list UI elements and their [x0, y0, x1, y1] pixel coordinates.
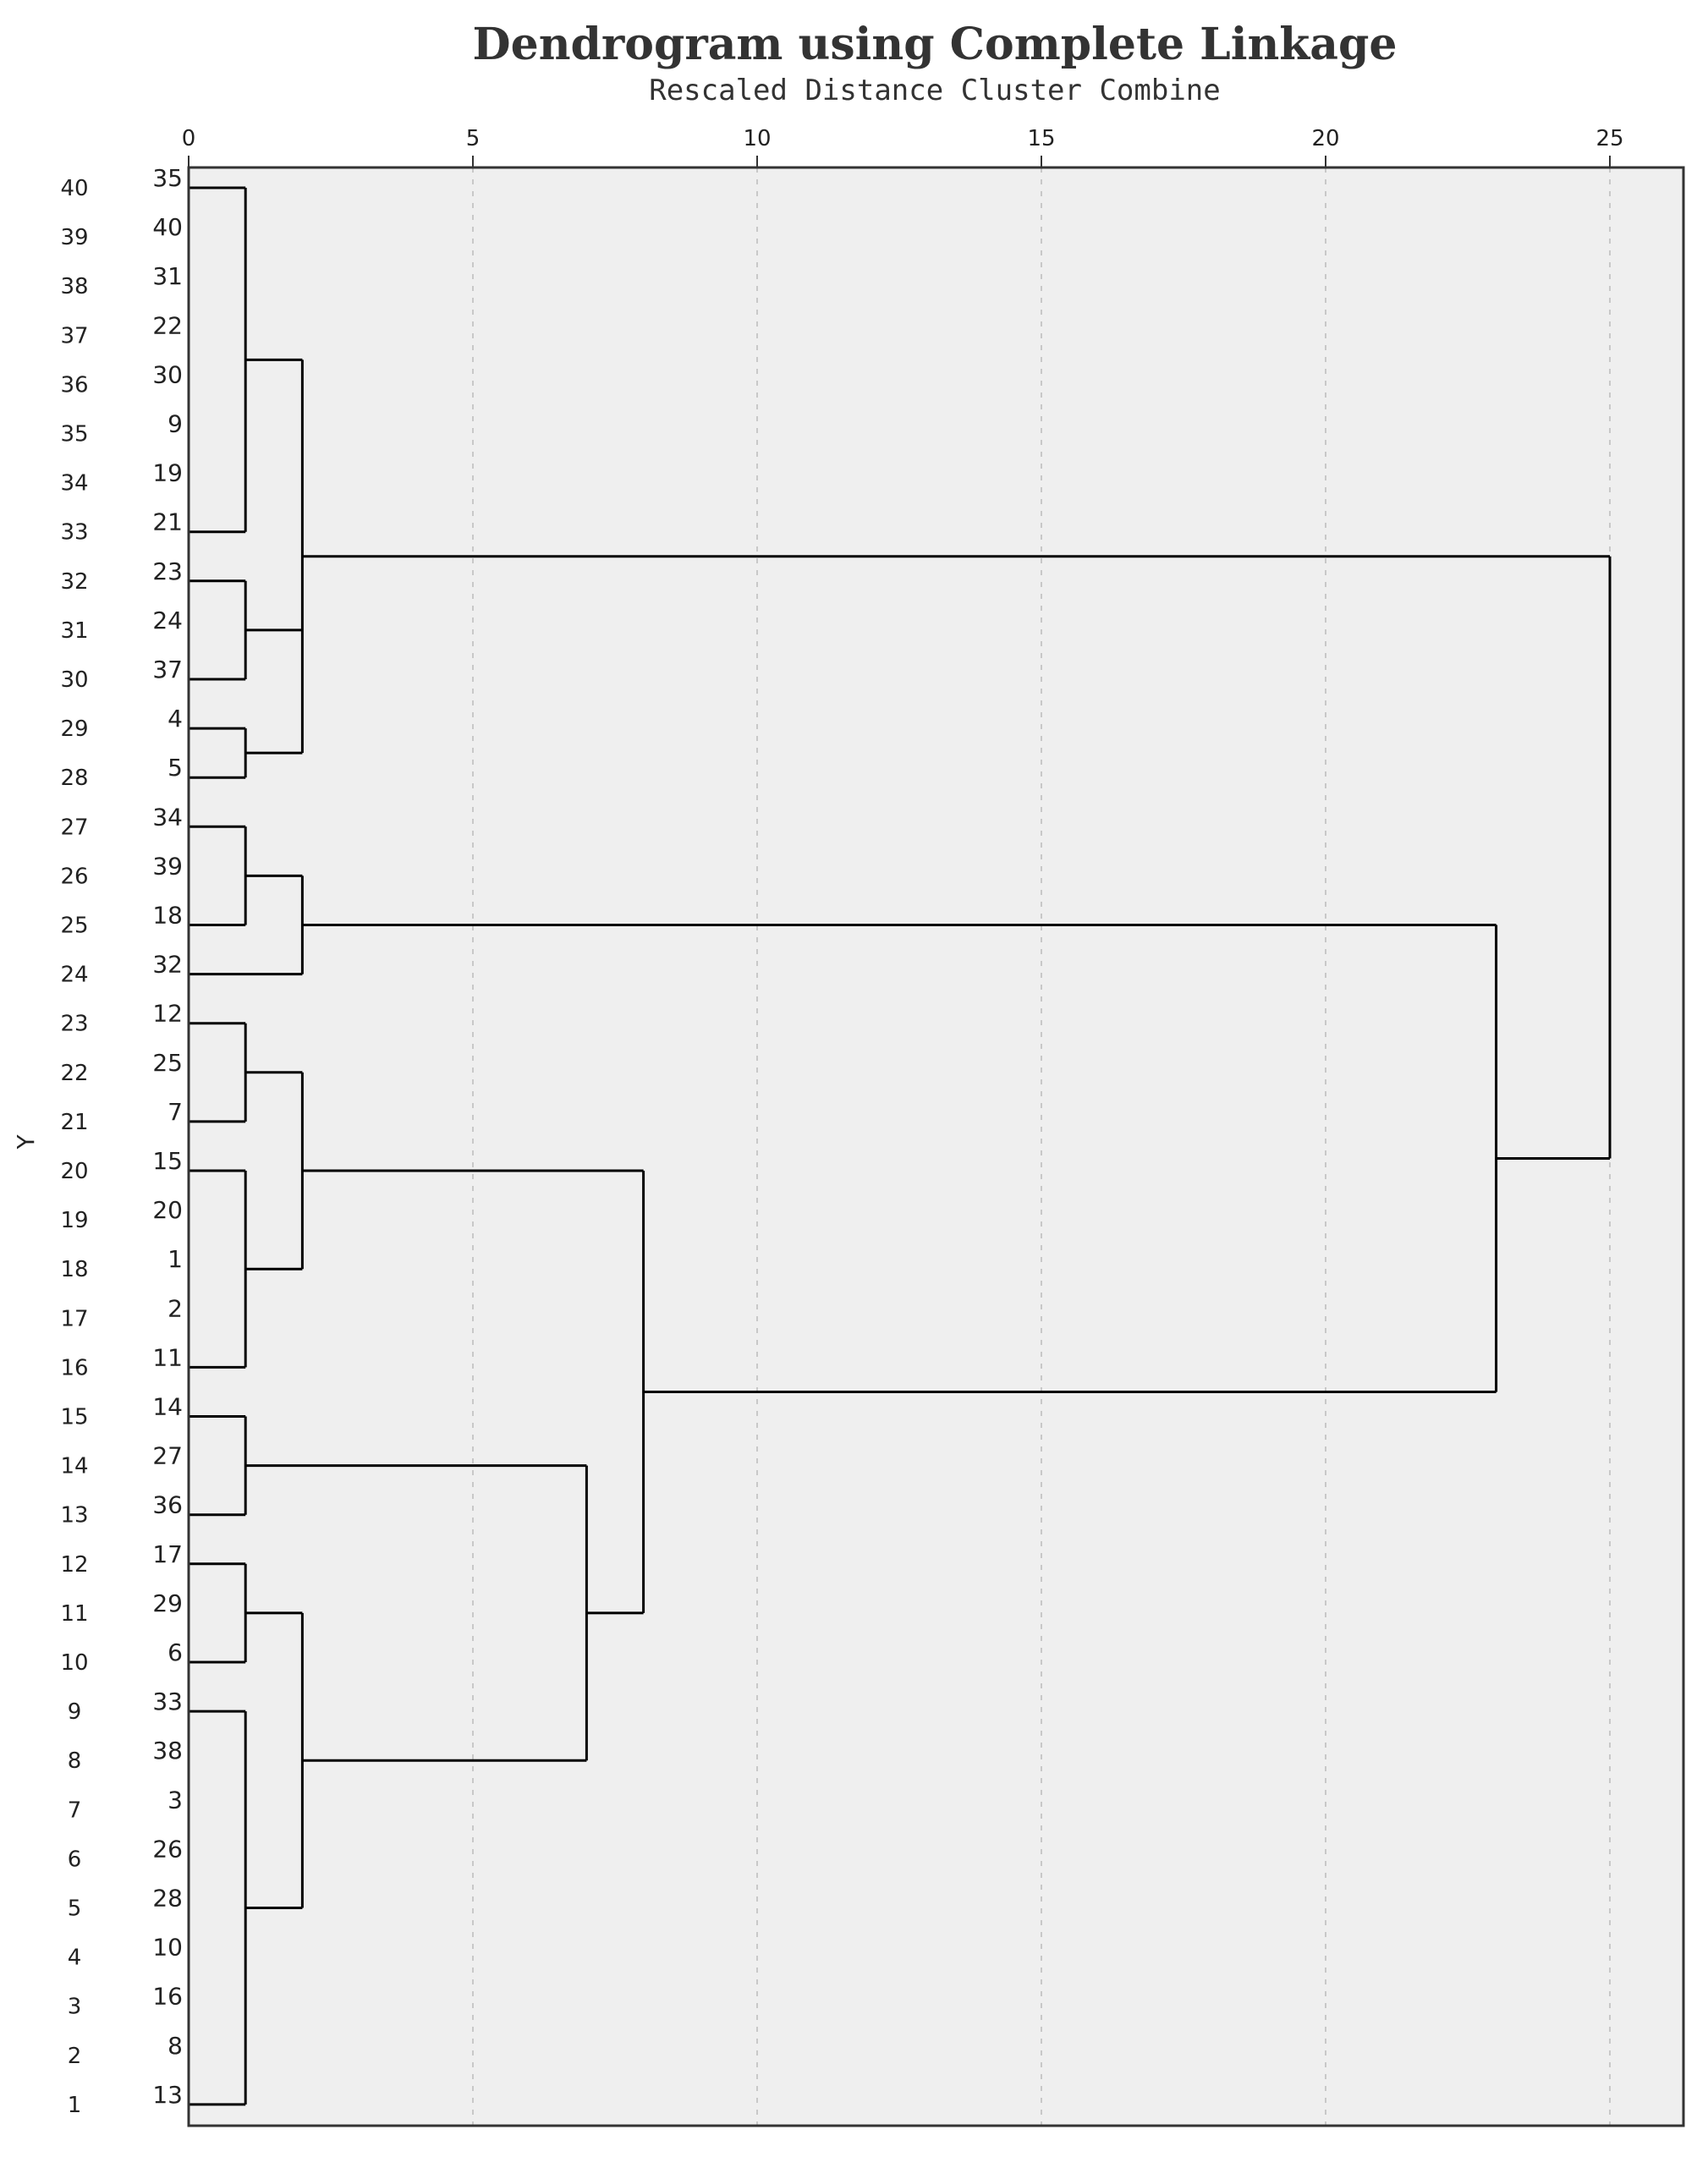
y-axis-name: Y — [12, 1134, 40, 1150]
leaf-label: 19 — [152, 459, 183, 487]
plot-frame — [187, 166, 1685, 2127]
y-position-label: 36 — [60, 372, 88, 398]
y-position-label: 17 — [60, 1306, 88, 1331]
leaf-labels: 3540312230919212324374534391832122571520… — [152, 164, 183, 2109]
leaf-label: 29 — [152, 1589, 183, 1617]
leaf-label: 26 — [152, 1835, 183, 1863]
y-position-label: 22 — [60, 1061, 88, 1086]
leaf-label: 25 — [152, 1049, 183, 1077]
leaf-label: 28 — [152, 1885, 183, 1913]
leaf-label: 38 — [152, 1737, 183, 1765]
y-position-labels: 4039383736353433323130292827262524232221… — [60, 176, 88, 2118]
leaf-label: 20 — [152, 1196, 183, 1224]
leaf-label: 7 — [168, 1098, 183, 1126]
leaf-label: 8 — [168, 2032, 183, 2060]
y-position-label: 19 — [60, 1208, 88, 1233]
leaf-label: 18 — [152, 902, 183, 930]
y-position-label: 31 — [60, 618, 88, 644]
y-position-label: 37 — [60, 323, 88, 349]
y-position-label: 12 — [60, 1552, 88, 1578]
leaf-label: 32 — [152, 951, 183, 979]
leaf-label: 12 — [152, 1000, 183, 1028]
leaf-label: 30 — [152, 360, 183, 388]
y-position-label: 18 — [60, 1257, 88, 1282]
leaf-label: 27 — [152, 1442, 183, 1470]
leaf-label: 37 — [152, 656, 183, 683]
chart-title: Dendrogram using Complete Linkage — [473, 19, 1398, 70]
x-tick-label: 0 — [182, 126, 196, 151]
leaf-label: 17 — [152, 1540, 183, 1568]
plot-area — [189, 167, 1683, 2126]
leaf-label: 39 — [152, 852, 183, 880]
y-position-label: 25 — [60, 914, 88, 939]
y-position-label: 28 — [60, 766, 88, 791]
leaf-label: 31 — [152, 262, 183, 290]
y-position-label: 11 — [60, 1601, 88, 1627]
y-position-label: 6 — [68, 1847, 82, 1872]
leaf-label: 36 — [152, 1491, 183, 1519]
y-position-label: 39 — [60, 225, 88, 250]
y-position-label: 26 — [60, 864, 88, 889]
leaf-label: 21 — [152, 508, 183, 536]
y-position-label: 5 — [68, 1896, 82, 1922]
leaf-label: 14 — [152, 1393, 183, 1421]
leaf-label: 22 — [152, 311, 183, 339]
leaf-label: 11 — [152, 1343, 183, 1371]
y-position-label: 3 — [68, 1995, 82, 2020]
x-axis-ticks: 0 5 10 15 20 25 — [182, 126, 1624, 167]
leaf-label: 5 — [168, 754, 183, 782]
leaf-label: 13 — [152, 2081, 183, 2109]
y-position-label: 15 — [60, 1405, 88, 1430]
y-position-label: 8 — [68, 1748, 82, 1774]
leaf-label: 40 — [152, 213, 183, 241]
y-position-label: 32 — [60, 569, 88, 595]
leaf-label: 33 — [152, 1688, 183, 1715]
x-tick-label: 5 — [466, 126, 481, 151]
y-position-label: 1 — [68, 2093, 82, 2118]
y-position-label: 27 — [60, 815, 88, 840]
leaf-label: 15 — [152, 1147, 183, 1175]
y-position-label: 34 — [60, 471, 88, 497]
x-tick-label: 20 — [1311, 126, 1339, 151]
y-position-label: 7 — [68, 1798, 82, 1823]
leaf-label: 35 — [152, 164, 183, 192]
y-position-label: 40 — [60, 176, 88, 201]
leaf-label: 2 — [168, 1294, 183, 1322]
y-position-label: 30 — [60, 667, 88, 693]
chart-subtitle: Rescaled Distance Cluster Combine — [649, 74, 1221, 107]
leaf-label: 16 — [152, 1983, 183, 2011]
y-position-label: 14 — [60, 1454, 88, 1479]
y-position-label: 2 — [68, 2044, 82, 2069]
leaf-label: 23 — [152, 557, 183, 585]
y-position-label: 38 — [60, 274, 88, 299]
leaf-label: 24 — [152, 606, 183, 634]
y-position-label: 21 — [60, 1110, 88, 1135]
y-position-label: 20 — [60, 1159, 88, 1184]
y-position-label: 13 — [60, 1503, 88, 1529]
y-position-label: 33 — [60, 520, 88, 546]
x-tick-label: 10 — [743, 126, 771, 151]
dendrogram-links — [189, 186, 1612, 2106]
y-position-label: 23 — [60, 1012, 88, 1037]
leaf-label: 34 — [152, 803, 183, 831]
y-position-label: 4 — [68, 1946, 82, 1971]
y-position-label: 9 — [68, 1699, 82, 1725]
x-tick-label: 15 — [1027, 126, 1055, 151]
y-position-label: 24 — [60, 963, 88, 988]
leaf-label: 3 — [168, 1786, 183, 1814]
y-position-label: 29 — [60, 716, 88, 742]
leaf-label: 9 — [168, 410, 183, 438]
y-position-label: 10 — [60, 1650, 88, 1676]
x-tick-label: 25 — [1595, 126, 1623, 151]
leaf-label: 1 — [168, 1245, 183, 1273]
leaf-label: 6 — [168, 1638, 183, 1666]
leaf-label: 4 — [168, 705, 183, 733]
leaf-label: 10 — [152, 1934, 183, 1962]
y-position-label: 35 — [60, 422, 88, 447]
y-position-label: 16 — [60, 1355, 88, 1380]
